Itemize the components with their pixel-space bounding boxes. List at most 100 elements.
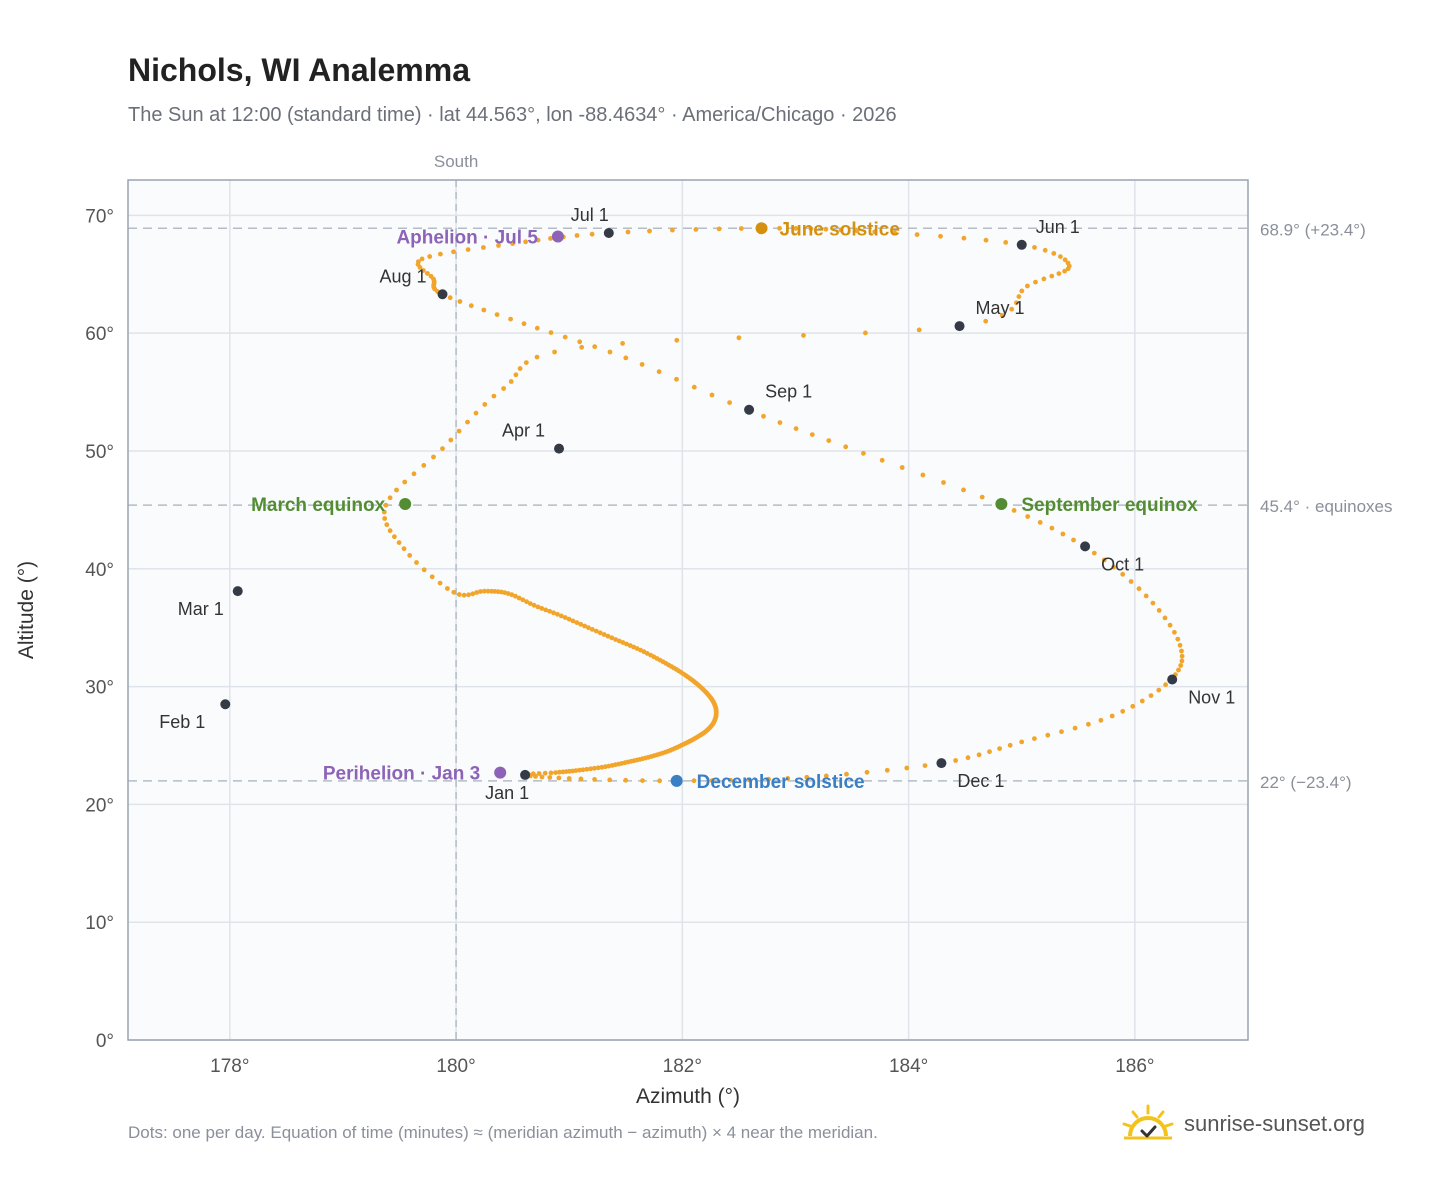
month-marker-label: Nov 1 bbox=[1188, 688, 1235, 708]
daily-dot bbox=[657, 778, 662, 784]
daily-dot bbox=[640, 778, 645, 783]
daily-dot bbox=[693, 227, 699, 232]
daily-dot bbox=[965, 755, 971, 761]
daily-dot bbox=[513, 593, 518, 599]
event-label: Aphelion · Jul 5 bbox=[396, 228, 538, 249]
daily-dot bbox=[534, 354, 540, 360]
daily-dot bbox=[1120, 571, 1126, 577]
daily-dot bbox=[1179, 653, 1185, 659]
daily-dot bbox=[394, 487, 399, 493]
reference-line-label: 45.4° · equinoxes bbox=[1260, 497, 1393, 516]
daily-dot bbox=[1148, 693, 1154, 698]
daily-dot bbox=[574, 620, 580, 625]
daily-dot bbox=[1014, 300, 1019, 306]
daily-dot bbox=[547, 608, 552, 614]
daily-dot bbox=[562, 615, 568, 620]
daily-dot bbox=[1065, 260, 1071, 266]
daily-dot bbox=[478, 589, 483, 594]
month-marker-label: Jun 1 bbox=[1036, 217, 1080, 237]
daily-dot bbox=[421, 567, 427, 573]
daily-dot bbox=[582, 623, 587, 629]
y-tick-label: 60° bbox=[85, 324, 114, 345]
daily-dot bbox=[447, 295, 453, 301]
daily-dot bbox=[417, 265, 423, 270]
daily-dot bbox=[727, 400, 732, 405]
daily-dot bbox=[589, 231, 595, 237]
daily-dot bbox=[716, 226, 722, 232]
daily-dot bbox=[639, 362, 645, 367]
daily-dot bbox=[884, 767, 890, 773]
daily-dot bbox=[456, 428, 462, 434]
daily-dot bbox=[916, 327, 922, 333]
sun-logo-icon bbox=[1122, 1104, 1174, 1140]
meridian-label: South bbox=[434, 152, 478, 171]
daily-dot bbox=[523, 360, 529, 365]
daily-dot bbox=[1003, 240, 1009, 245]
daily-dot bbox=[489, 588, 494, 594]
daily-dot bbox=[1086, 721, 1091, 727]
daily-dot bbox=[1156, 608, 1162, 613]
daily-dot bbox=[670, 227, 675, 233]
daily-dot bbox=[1111, 564, 1117, 570]
brand[interactable]: sunrise-sunset.org bbox=[1120, 1102, 1365, 1146]
daily-dot bbox=[1032, 736, 1037, 741]
daily-dot bbox=[761, 413, 766, 419]
daily-dot bbox=[1098, 717, 1104, 723]
daily-dot bbox=[535, 604, 541, 610]
daily-dot bbox=[516, 595, 522, 601]
daily-dot bbox=[570, 618, 576, 624]
daily-dot bbox=[674, 337, 680, 343]
month-marker-label: Mar 1 bbox=[178, 599, 224, 619]
daily-dot bbox=[485, 588, 491, 594]
daily-dot bbox=[481, 245, 486, 250]
daily-dot bbox=[421, 463, 427, 468]
month-marker bbox=[554, 443, 565, 454]
y-tick-label: 30° bbox=[85, 678, 114, 699]
daily-dot bbox=[1130, 703, 1136, 709]
month-marker bbox=[954, 321, 965, 332]
daily-dot bbox=[508, 316, 513, 322]
daily-dot bbox=[843, 444, 849, 450]
daily-dot bbox=[747, 777, 752, 783]
daily-dot bbox=[785, 776, 791, 781]
daily-dot bbox=[1025, 514, 1031, 519]
month-marker-label: Jan 1 bbox=[485, 783, 529, 803]
daily-dot bbox=[922, 763, 928, 768]
daily-dot bbox=[580, 767, 586, 773]
daily-dot bbox=[1167, 622, 1173, 628]
daily-dot bbox=[521, 321, 527, 327]
daily-dot bbox=[987, 749, 992, 755]
daily-dot bbox=[620, 341, 625, 346]
event-label: March equinox bbox=[251, 495, 386, 516]
y-axis-label: Altitude (°) bbox=[15, 561, 38, 659]
daily-dot bbox=[566, 776, 572, 781]
daily-dot bbox=[809, 432, 815, 437]
daily-dot bbox=[411, 471, 417, 477]
daily-dot bbox=[542, 770, 548, 776]
daily-dot bbox=[1162, 615, 1168, 621]
daily-dot bbox=[597, 630, 603, 636]
daily-dot bbox=[1033, 279, 1038, 285]
daily-dot bbox=[481, 307, 487, 313]
brand-name: sunrise-sunset.org bbox=[1184, 1111, 1365, 1136]
daily-dot bbox=[1177, 642, 1183, 648]
month-markers: Jan 1 Feb 1 Mar 1 Apr 1 May 1 Jun 1 Jul 1 Aug 1… bbox=[159, 205, 1235, 803]
daily-dot bbox=[548, 236, 553, 241]
daily-dot bbox=[1172, 629, 1177, 635]
daily-dot bbox=[421, 268, 426, 273]
daily-dot bbox=[1016, 294, 1022, 299]
month-marker-label: Feb 1 bbox=[159, 712, 205, 732]
plot-frame bbox=[127, 179, 1249, 1041]
daily-dot bbox=[527, 601, 533, 606]
daily-dot bbox=[1072, 725, 1078, 731]
daily-dot bbox=[899, 465, 905, 470]
daily-dot bbox=[466, 592, 471, 598]
daily-dot bbox=[431, 454, 436, 460]
daily-dot bbox=[534, 325, 540, 331]
daily-dot bbox=[624, 641, 629, 647]
daily-dot bbox=[1128, 579, 1134, 584]
daily-dot bbox=[510, 241, 515, 247]
month-marker-label: Dec 1 bbox=[957, 771, 1004, 791]
month-marker-label: Sep 1 bbox=[765, 382, 812, 402]
daily-dot bbox=[1120, 708, 1126, 714]
